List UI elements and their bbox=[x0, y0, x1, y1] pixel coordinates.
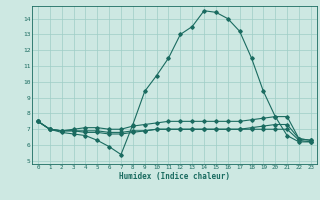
X-axis label: Humidex (Indice chaleur): Humidex (Indice chaleur) bbox=[119, 172, 230, 181]
